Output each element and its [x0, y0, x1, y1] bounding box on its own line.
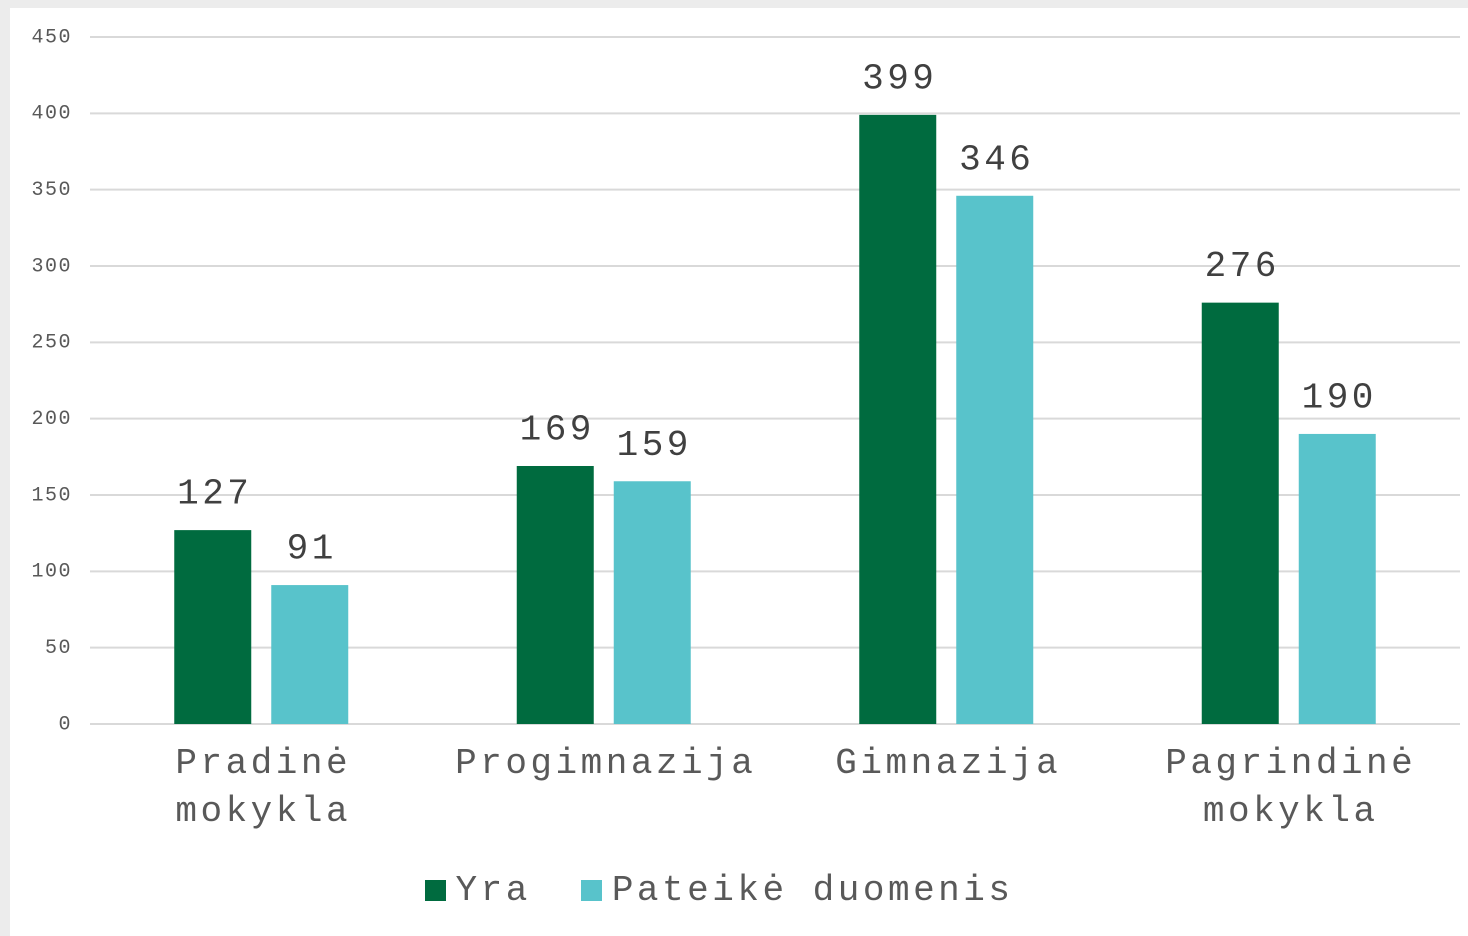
data-label: 91	[287, 529, 337, 570]
bar	[956, 195, 1034, 725]
legend-swatch	[580, 880, 602, 901]
y-tick-label: 100	[31, 561, 72, 584]
legend-label: Pateikė duomenis	[611, 870, 1014, 911]
x-tick-label: Progimnazija	[455, 743, 757, 784]
bar	[1201, 302, 1279, 724]
data-label: 159	[617, 425, 692, 466]
bar	[174, 530, 252, 724]
bar	[516, 465, 594, 724]
x-tick-label: Gimnazija	[835, 743, 1062, 784]
y-tick-label: 200	[31, 408, 72, 431]
data-label: 127	[177, 474, 252, 515]
y-tick-label: 50	[45, 637, 72, 660]
data-label: 169	[520, 410, 595, 451]
page: 0 50 100 150 200 250 300 350 400 450 127 91 169 159 39…	[10, 8, 1468, 936]
y-tick-label: 250	[31, 332, 72, 355]
legend: Yra Pateikė duomenis	[0, 870, 1448, 911]
data-label: 190	[1302, 377, 1377, 418]
y-tick-label: 400	[31, 103, 72, 126]
data-label: 346	[959, 139, 1034, 180]
bar	[613, 481, 691, 724]
legend-item: Yra	[424, 870, 531, 911]
y-tick-label: 0	[58, 713, 72, 736]
y-tick-label: 350	[31, 179, 72, 202]
data-label: 399	[862, 58, 937, 99]
x-tick-label: Pagrindinė mokykla	[1165, 743, 1417, 832]
bar	[271, 585, 349, 724]
legend-item: Pateikė duomenis	[580, 870, 1014, 911]
y-tick-label: 300	[31, 255, 72, 278]
y-tick-label: 150	[31, 484, 72, 507]
data-label: 276	[1205, 246, 1280, 287]
legend-label: Yra	[455, 870, 531, 911]
bar	[1298, 433, 1376, 724]
y-tick-label: 450	[31, 26, 72, 49]
bar	[859, 114, 937, 725]
legend-swatch	[424, 880, 446, 901]
x-tick-label: Pradinė mokykla	[175, 743, 352, 832]
